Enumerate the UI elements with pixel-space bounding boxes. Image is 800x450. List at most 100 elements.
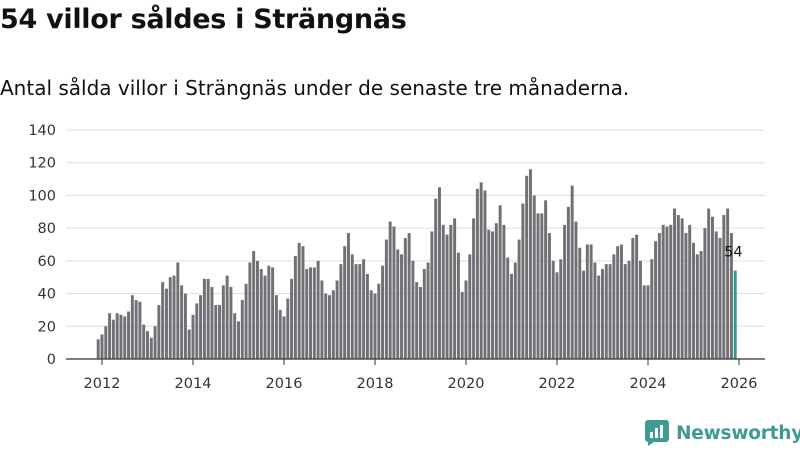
bar (233, 313, 237, 359)
bar (707, 208, 711, 359)
bar (358, 264, 362, 359)
bar (726, 208, 730, 359)
bar (130, 295, 134, 359)
bar (312, 267, 316, 359)
bar (362, 259, 366, 359)
bar (589, 244, 593, 359)
bar (161, 282, 165, 359)
bar (604, 264, 608, 359)
bar (218, 305, 222, 359)
bar (195, 303, 199, 359)
bar (669, 224, 673, 359)
bar (688, 224, 692, 359)
bar (445, 234, 449, 359)
bar (578, 247, 582, 359)
bar (650, 259, 654, 359)
bar (631, 237, 635, 359)
bar (483, 190, 487, 359)
bar (506, 257, 510, 359)
bar (593, 262, 597, 359)
bar (597, 275, 601, 359)
bar (400, 254, 404, 359)
bar (441, 224, 445, 359)
bar (627, 260, 631, 359)
bar (411, 260, 415, 359)
bar (491, 231, 495, 359)
bar (665, 226, 669, 359)
bar (642, 285, 646, 359)
bar (657, 233, 661, 359)
bar (134, 300, 138, 359)
bar (286, 298, 290, 359)
bar (309, 267, 313, 359)
bar (684, 233, 688, 359)
y-tick-label: 80 (38, 221, 56, 237)
annotations: 54 (724, 245, 742, 261)
bar (646, 285, 650, 359)
bar (635, 234, 639, 359)
bar (354, 264, 358, 359)
bar (290, 278, 294, 359)
bar (718, 237, 722, 359)
bar (437, 187, 441, 359)
bar (297, 242, 301, 359)
x-tick-label: 2026 (721, 376, 758, 392)
latest-value-label: 54 (724, 245, 742, 261)
bar (96, 339, 100, 359)
bar (601, 269, 604, 359)
bar (419, 287, 422, 359)
bar (248, 262, 252, 359)
bar (365, 273, 369, 359)
bar (710, 216, 714, 359)
brand-name: Newsworthy (676, 422, 800, 444)
bar (403, 237, 407, 359)
bar (475, 188, 479, 359)
bar (282, 316, 286, 359)
bar (111, 319, 115, 359)
bar (271, 267, 275, 359)
x-tick-label: 2024 (630, 376, 667, 392)
bar (676, 215, 680, 359)
bar (388, 221, 392, 359)
bar (343, 246, 347, 359)
bar (654, 241, 658, 359)
bar (616, 246, 620, 359)
bar (729, 233, 733, 359)
bar (498, 205, 502, 359)
bar (381, 265, 385, 359)
bar (100, 334, 104, 359)
bar (619, 244, 623, 359)
bar (335, 280, 339, 359)
bar (199, 295, 203, 359)
bar (274, 295, 278, 359)
bar (210, 287, 214, 359)
bar (525, 175, 529, 359)
bar (142, 324, 146, 359)
bar (510, 273, 513, 359)
bar (513, 262, 517, 359)
x-tick-label: 2022 (539, 376, 576, 392)
bar (547, 233, 551, 359)
bar (551, 260, 555, 359)
y-tick-label: 120 (28, 156, 56, 172)
bar (426, 262, 430, 359)
bar (536, 213, 540, 359)
bar (183, 293, 187, 359)
bar (331, 290, 335, 359)
bar (460, 291, 464, 359)
bar (468, 254, 472, 359)
bar (464, 280, 468, 359)
bar (714, 231, 718, 359)
bar (494, 223, 498, 359)
bar (316, 260, 320, 359)
bar (703, 228, 707, 359)
bar (164, 288, 168, 359)
bar (373, 293, 377, 359)
bar (574, 221, 578, 359)
bar (138, 301, 142, 359)
bars (96, 169, 737, 359)
bar (240, 300, 244, 359)
y-axis-ticks: 0 20 40 60 80 100 120 140 (28, 123, 56, 368)
bar (263, 275, 267, 359)
